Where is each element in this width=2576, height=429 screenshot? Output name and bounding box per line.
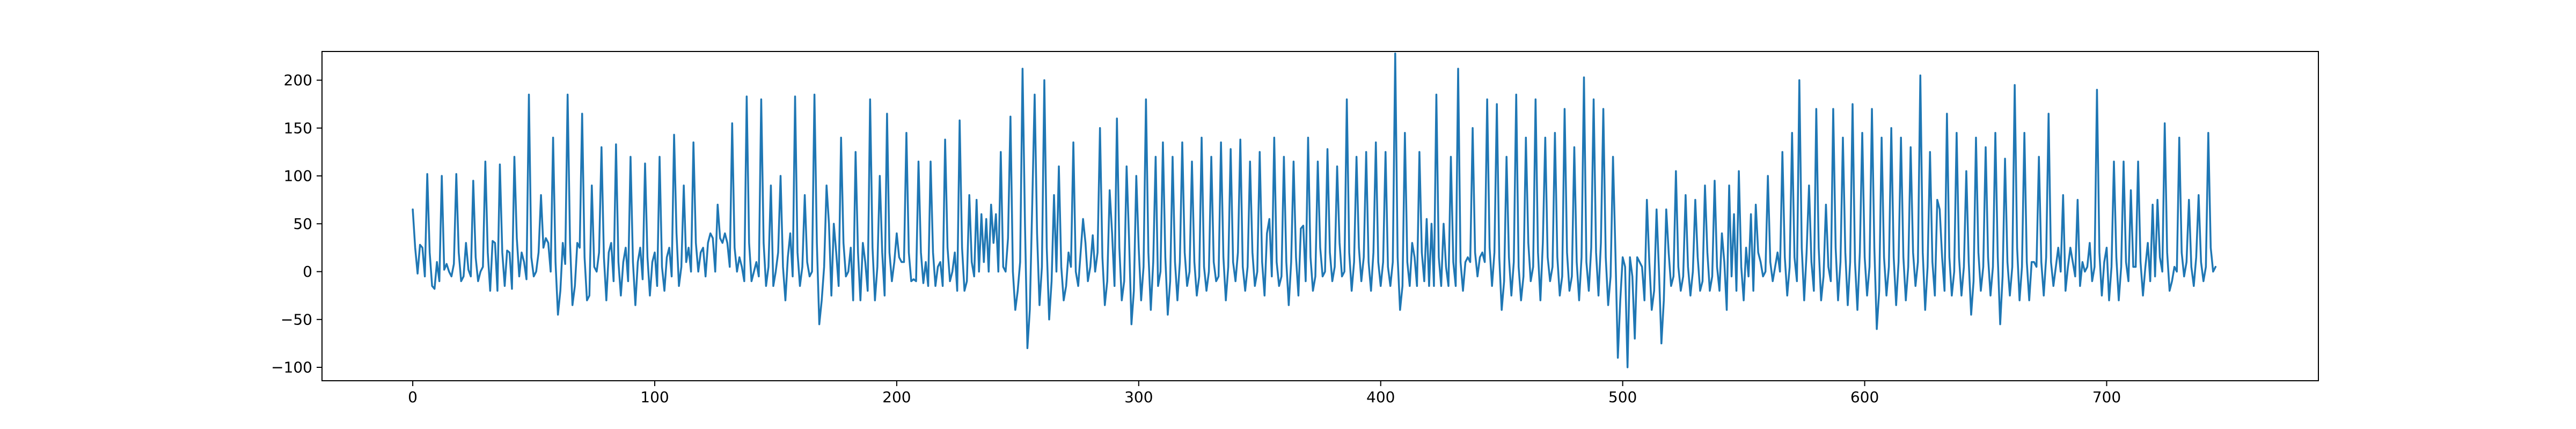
x-tick-label: 300: [1124, 388, 1153, 406]
x-tick-label: 0: [408, 388, 418, 406]
x-tick-label: 600: [1850, 388, 1879, 406]
axis-ticks: 0 100 200 300 400 500 600 700 −100 −50 0 50 100 150 20…: [271, 71, 2121, 406]
x-tick-label: 200: [882, 388, 911, 406]
y-tick-label: 150: [284, 119, 312, 137]
y-tick-label: 200: [284, 71, 312, 89]
y-tick-label: −50: [281, 310, 312, 328]
x-tick-label: 400: [1366, 388, 1395, 406]
y-tick-label: 100: [284, 167, 312, 185]
plot-area-frame: [321, 51, 2319, 381]
x-tick-label: 500: [1608, 388, 1637, 406]
x-tick-label: 700: [2092, 388, 2121, 406]
y-tick-label: 50: [293, 215, 312, 233]
y-tick-label: −100: [271, 359, 312, 376]
data-series-line: [412, 52, 2217, 368]
x-tick-label: 100: [640, 388, 669, 406]
y-tick-label: 0: [303, 263, 312, 280]
